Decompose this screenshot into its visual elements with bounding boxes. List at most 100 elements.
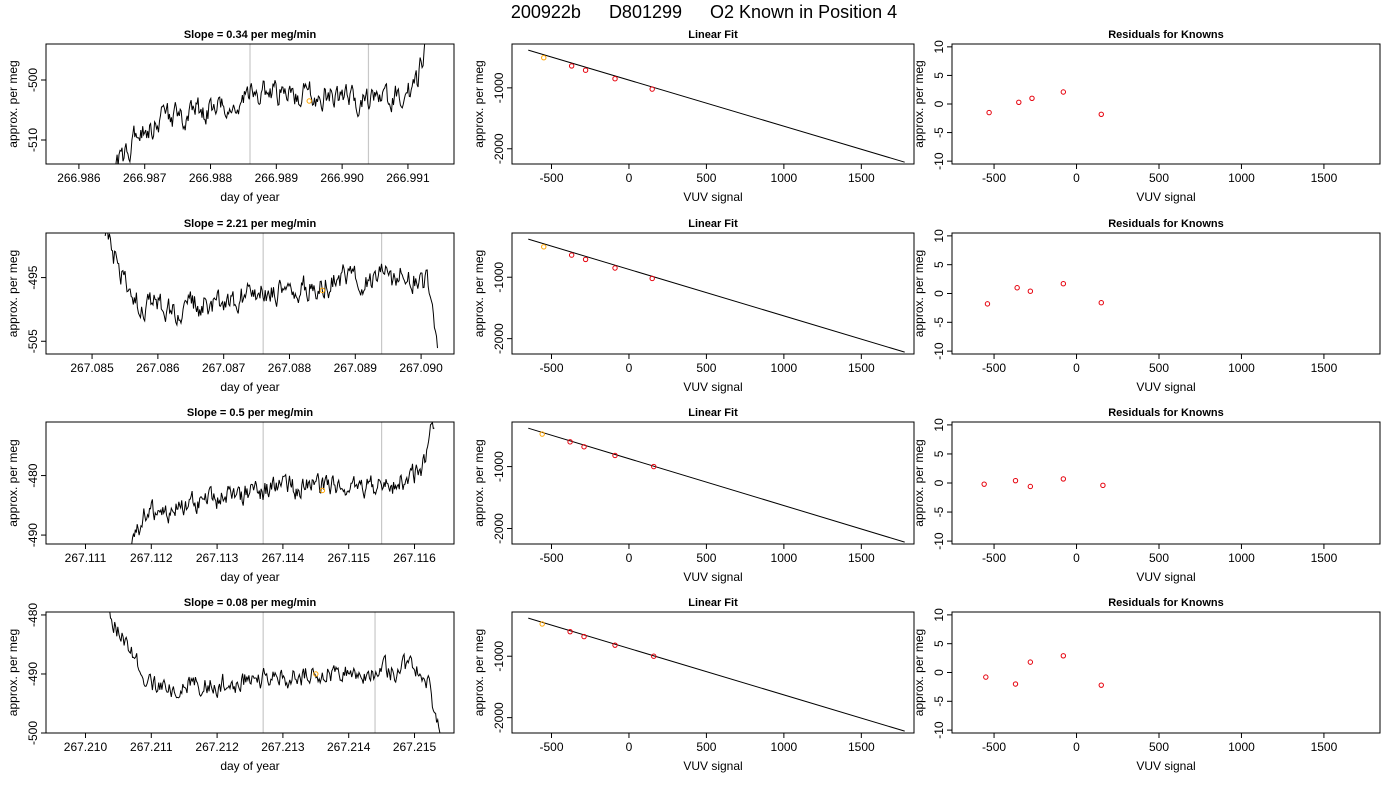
panel-trace-4: 267.210 267.211 267.212 267.213 267.214 267.2… xyxy=(6,597,455,773)
y-tick-label: 5 xyxy=(932,450,946,457)
x-axis-label: day of year xyxy=(220,190,279,204)
y-tick-label: -10 xyxy=(932,342,946,360)
data-trace xyxy=(104,233,438,349)
fit-line xyxy=(528,238,905,353)
data-point xyxy=(1012,681,1019,687)
plot-frame xyxy=(511,43,915,165)
x-tick-label: 0 xyxy=(1073,171,1080,185)
data-point xyxy=(1060,476,1067,482)
x-tick-label: 266.991 xyxy=(386,171,430,185)
x-axis-label: VUV signal xyxy=(1136,570,1195,584)
y-tick-label: -2000 xyxy=(492,513,506,544)
x-tick-label: 0 xyxy=(626,171,633,185)
y-tick-label: -5 xyxy=(932,696,946,707)
x-axis-label: VUV signal xyxy=(1136,759,1195,773)
y-tick-label: -2000 xyxy=(492,133,506,164)
x-tick-label: 500 xyxy=(1149,361,1169,375)
panel-title: Slope = 0.34 per meg/min xyxy=(184,29,317,41)
highlight-marker xyxy=(319,287,326,294)
y-axis-label: approx. per meg xyxy=(912,439,926,526)
plot-frame xyxy=(951,611,1381,734)
y-tick-label: 10 xyxy=(932,608,946,622)
data-point xyxy=(1060,281,1067,287)
y-axis-label: approx. per meg xyxy=(472,439,486,526)
x-tick-label: 1000 xyxy=(771,361,798,375)
x-tick-label: -500 xyxy=(539,551,563,565)
x-tick-label: 267.111 xyxy=(65,551,107,565)
data-point xyxy=(612,265,618,271)
y-tick-label: 0 xyxy=(932,290,946,297)
highlight-point xyxy=(541,244,547,250)
x-tick-label: 1000 xyxy=(771,740,798,754)
data-point xyxy=(1014,285,1020,291)
data-point xyxy=(1029,95,1035,101)
plot-frame xyxy=(45,43,455,165)
y-axis-label: approx. per meg xyxy=(472,60,486,147)
panel-trace-2: 267.085 267.086 267.087 267.088 267.089 267.0… xyxy=(6,218,455,394)
x-tick-label: -500 xyxy=(982,361,1006,375)
x-tick-label: 1000 xyxy=(771,171,798,185)
panel-title: Residuals for Knowns xyxy=(1108,218,1224,230)
x-tick-label: 500 xyxy=(696,171,716,185)
y-tick-label: 5 xyxy=(932,261,946,268)
highlight-marker xyxy=(319,487,326,494)
x-tick-label: 267.211 xyxy=(130,740,173,754)
x-tick-label: 267.085 xyxy=(70,361,114,375)
panel-fit-3: -500 0 500 1000 1500 -1000 -2000 Linear Fit VUV … xyxy=(472,407,915,584)
panel-res-3: -500 0 500 1000 1500 -10 -5 0 5 10 Residuals for K… xyxy=(912,407,1381,584)
y-axis-label: approx. per meg xyxy=(6,60,20,147)
panel-title: Linear Fit xyxy=(688,407,738,419)
panel-title: Linear Fit xyxy=(688,218,738,230)
y-tick-label: -10 xyxy=(932,152,946,170)
y-axis-label: approx. per meg xyxy=(6,439,20,526)
x-tick-label: 267.090 xyxy=(399,361,443,375)
x-tick-label: 1500 xyxy=(1311,551,1338,565)
x-tick-label: 1500 xyxy=(848,551,875,565)
y-tick-label: -500 xyxy=(26,721,40,745)
x-tick-label: 0 xyxy=(626,361,633,375)
x-tick-label: 267.113 xyxy=(196,551,239,565)
x-tick-label: 1000 xyxy=(1228,740,1255,754)
x-tick-label: 1500 xyxy=(848,740,875,754)
y-tick-label: 10 xyxy=(932,229,946,243)
highlight-marker xyxy=(313,671,319,677)
x-axis-label: VUV signal xyxy=(1136,190,1195,204)
x-axis-label: VUV signal xyxy=(683,759,742,773)
plot-frame xyxy=(45,421,455,545)
data-point xyxy=(567,439,573,445)
data-point xyxy=(1027,288,1034,294)
x-tick-label: 267.212 xyxy=(195,740,239,754)
data-point xyxy=(567,628,573,635)
x-tick-label: 500 xyxy=(1149,740,1169,754)
data-trace xyxy=(115,44,426,164)
y-tick-label: -5 xyxy=(932,127,946,138)
x-tick-label: 0 xyxy=(626,551,633,565)
x-tick-label: 267.213 xyxy=(261,740,305,754)
x-tick-label: 1500 xyxy=(848,171,875,185)
data-point xyxy=(612,452,618,459)
x-axis-label: VUV signal xyxy=(683,190,742,204)
y-tick-label: 5 xyxy=(932,640,946,647)
y-tick-label: -5 xyxy=(932,317,946,328)
y-tick-label: 0 xyxy=(932,669,946,676)
x-tick-label: 266.986 xyxy=(57,171,101,185)
y-tick-label: 5 xyxy=(932,72,946,79)
y-axis-label: approx. per meg xyxy=(6,250,20,337)
tank-id: D801299 xyxy=(609,2,682,22)
x-tick-label: 267.112 xyxy=(130,551,173,565)
x-tick-label: 1000 xyxy=(771,551,798,565)
data-point xyxy=(581,444,587,450)
panel-trace-1: 266.986 266.987 266.988 266.989 266.990 266.9… xyxy=(6,29,455,204)
x-tick-label: 267.086 xyxy=(136,361,180,375)
plot-frame xyxy=(511,611,915,734)
panel-title: Linear Fit xyxy=(688,597,738,609)
x-tick-label: 1500 xyxy=(1311,171,1338,185)
fit-line xyxy=(528,427,905,543)
x-tick-label: 267.215 xyxy=(393,740,437,754)
x-axis-label: day of year xyxy=(220,570,279,584)
data-point xyxy=(582,67,589,73)
y-tick-label: -2000 xyxy=(492,702,506,733)
y-tick-label: -10 xyxy=(932,721,946,739)
panel-title: Slope = 2.21 per meg/min xyxy=(184,218,317,230)
